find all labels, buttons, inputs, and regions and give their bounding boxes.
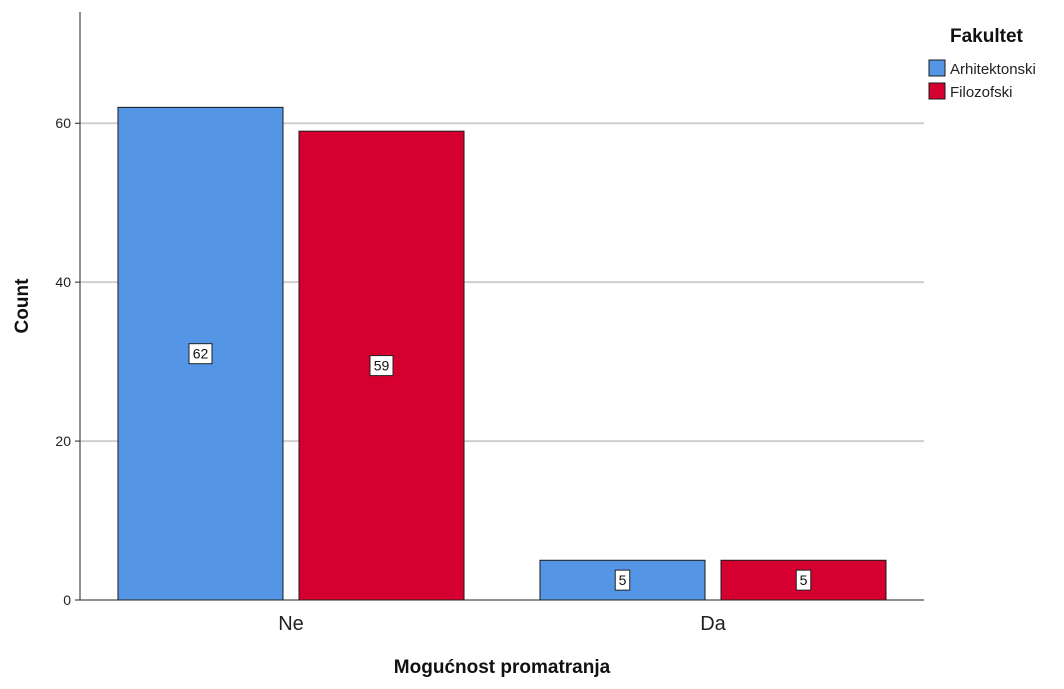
data-label-box bbox=[188, 343, 213, 365]
axes bbox=[79, 12, 924, 601]
y-axis-title: Count bbox=[12, 278, 33, 334]
y-tick-label: 0 bbox=[63, 592, 71, 608]
legend-title: Fakultet bbox=[950, 26, 1024, 47]
y-ticks: 0 20 40 60 bbox=[55, 115, 80, 608]
x-ticks: Ne Da bbox=[278, 613, 726, 635]
legend-label: Arhitektonski bbox=[950, 61, 1036, 78]
bars bbox=[117, 106, 887, 601]
legend-items: Arhitektonski Filozofski bbox=[928, 59, 1036, 101]
data-label-box bbox=[614, 569, 631, 591]
data-label: 5 bbox=[619, 572, 627, 588]
data-label-box bbox=[369, 355, 394, 377]
data-label: 62 bbox=[193, 346, 209, 362]
x-tick-label: Da bbox=[700, 613, 726, 635]
data-label: 59 bbox=[374, 358, 390, 374]
y-tick-label: 20 bbox=[55, 433, 71, 449]
legend-swatch bbox=[928, 59, 946, 77]
y-tick-label: 40 bbox=[55, 274, 71, 290]
x-tick-label: Ne bbox=[278, 613, 304, 635]
data-label-box bbox=[795, 569, 812, 591]
y-tick-label: 60 bbox=[55, 115, 71, 131]
legend-swatch bbox=[928, 82, 946, 100]
data-label: 5 bbox=[800, 572, 808, 588]
data-labels: 62 59 5 5 bbox=[188, 343, 812, 591]
legend: Fakultet Arhitektonski Filozofski bbox=[928, 26, 1036, 101]
x-axis-title: Mogućnost promatranja bbox=[394, 657, 611, 678]
legend-label: Filozofski bbox=[950, 84, 1013, 101]
